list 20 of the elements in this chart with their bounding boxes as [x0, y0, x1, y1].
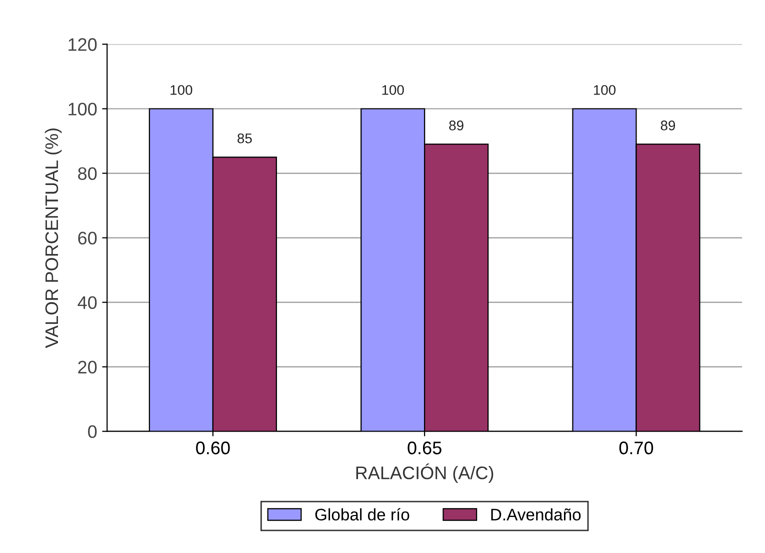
data-label: 89 [449, 120, 464, 130]
x-tick-label: 0.70 [619, 442, 654, 454]
y-tick-label: 40 [78, 296, 97, 310]
y-axis-title: VALOR PORCENTUAL (%) [44, 128, 62, 348]
y-tick-label: 20 [78, 360, 97, 374]
x-axis-title: RALACIÓN (A/C) [356, 463, 494, 483]
legend-label: Global de río [315, 508, 410, 521]
data-label: 100 [382, 85, 404, 95]
y-tick-label: 60 [78, 232, 97, 245]
data-label: 85 [238, 133, 252, 144]
data-label: 100 [594, 85, 616, 95]
y-tick-label: 100 [68, 102, 97, 116]
y-tick-label: 0 [88, 425, 97, 438]
legend-label: D.Avendaño [491, 508, 581, 521]
data-label: 100 [170, 85, 192, 95]
x-tick-label: 0.65 [408, 442, 442, 454]
data-label: 89 [660, 120, 676, 130]
y-tick-label: 120 [68, 38, 97, 51]
y-tick-label: 80 [78, 167, 97, 180]
x-tick-label: 0.60 [196, 442, 230, 454]
